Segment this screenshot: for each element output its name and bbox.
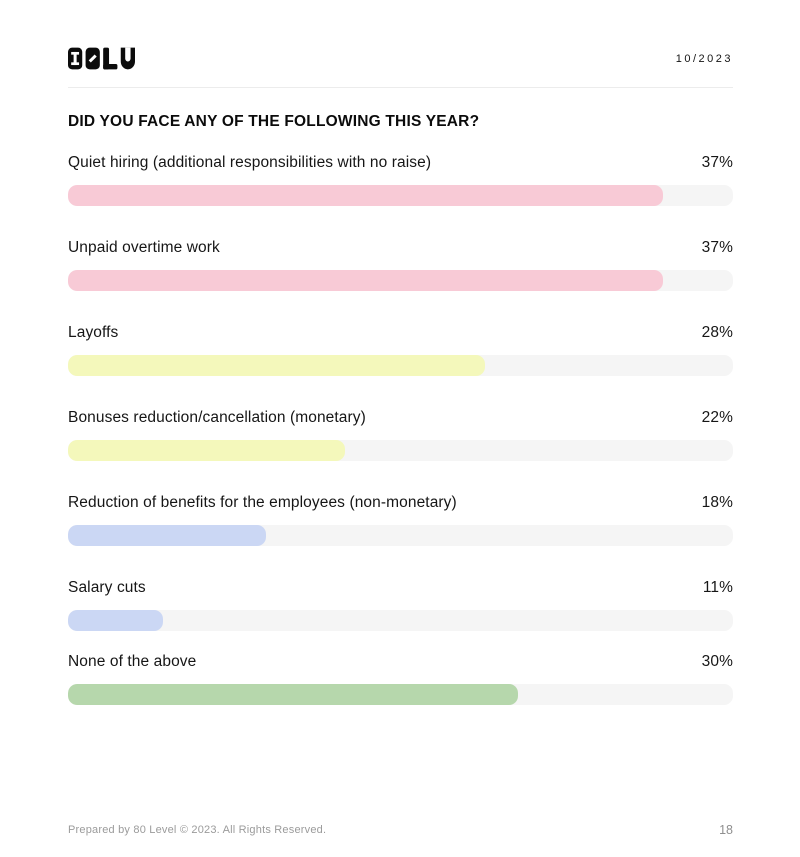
value-label: 37% bbox=[701, 154, 733, 171]
row-head: Quiet hiring (additional responsibilitie… bbox=[68, 154, 733, 172]
chart-row: Layoffs 28% bbox=[68, 324, 733, 376]
bar-track bbox=[68, 185, 733, 206]
bar-fill bbox=[68, 440, 346, 461]
bar-track bbox=[68, 684, 733, 705]
bar-track bbox=[68, 355, 733, 376]
chart-row: Quiet hiring (additional responsibilitie… bbox=[68, 154, 733, 206]
row-head: Bonuses reduction/cancellation (monetary… bbox=[68, 409, 733, 427]
row-head: Layoffs 28% bbox=[68, 324, 733, 342]
category-label: Layoffs bbox=[68, 324, 119, 341]
category-label: Reduction of benefits for the employees … bbox=[68, 494, 457, 511]
80lv-logo-icon bbox=[68, 47, 135, 70]
row-head: Unpaid overtime work 37% bbox=[68, 239, 733, 257]
bar-track bbox=[68, 525, 733, 546]
bar-chart: Quiet hiring (additional responsibilitie… bbox=[68, 154, 733, 705]
row-head: Reduction of benefits for the employees … bbox=[68, 494, 733, 512]
chart-row: None of the above 30% bbox=[68, 653, 733, 705]
chart-row: Salary cuts 11% bbox=[68, 579, 733, 631]
header: 10/2023 bbox=[0, 0, 800, 70]
bar-track bbox=[68, 440, 733, 461]
bar-fill bbox=[68, 355, 485, 376]
category-label: Quiet hiring (additional responsibilitie… bbox=[68, 154, 432, 171]
footer: Prepared by 80 Level © 2023. All Rights … bbox=[68, 823, 733, 837]
category-label: None of the above bbox=[68, 653, 197, 670]
value-label: 11% bbox=[702, 579, 733, 596]
copyright-text: Prepared by 80 Level © 2023. All Rights … bbox=[68, 824, 327, 836]
value-label: 30% bbox=[701, 653, 733, 670]
bar-fill bbox=[68, 525, 267, 546]
category-label: Salary cuts bbox=[68, 579, 146, 596]
category-label: Unpaid overtime work bbox=[68, 239, 220, 256]
value-label: 22% bbox=[701, 409, 733, 426]
page-number: 18 bbox=[719, 823, 733, 837]
value-label: 37% bbox=[701, 239, 733, 256]
row-head: Salary cuts 11% bbox=[68, 579, 733, 597]
report-date: 10/2023 bbox=[675, 52, 733, 65]
chart-title: DID YOU FACE ANY OF THE FOLLOWING THIS Y… bbox=[68, 113, 480, 130]
category-label: Bonuses reduction/cancellation (monetary… bbox=[68, 409, 366, 426]
bar-track bbox=[68, 610, 733, 631]
value-label: 28% bbox=[701, 324, 733, 341]
bar-fill bbox=[68, 185, 664, 206]
bar-track bbox=[68, 270, 733, 291]
header-divider bbox=[68, 87, 733, 88]
chart-row: Bonuses reduction/cancellation (monetary… bbox=[68, 409, 733, 461]
chart-row: Reduction of benefits for the employees … bbox=[68, 494, 733, 546]
bar-fill bbox=[68, 684, 519, 705]
row-head: None of the above 30% bbox=[68, 653, 733, 671]
bar-fill bbox=[68, 610, 164, 631]
chart-row: Unpaid overtime work 37% bbox=[68, 239, 733, 291]
bar-fill bbox=[68, 270, 664, 291]
80lv-logo bbox=[68, 47, 135, 70]
value-label: 18% bbox=[701, 494, 733, 511]
